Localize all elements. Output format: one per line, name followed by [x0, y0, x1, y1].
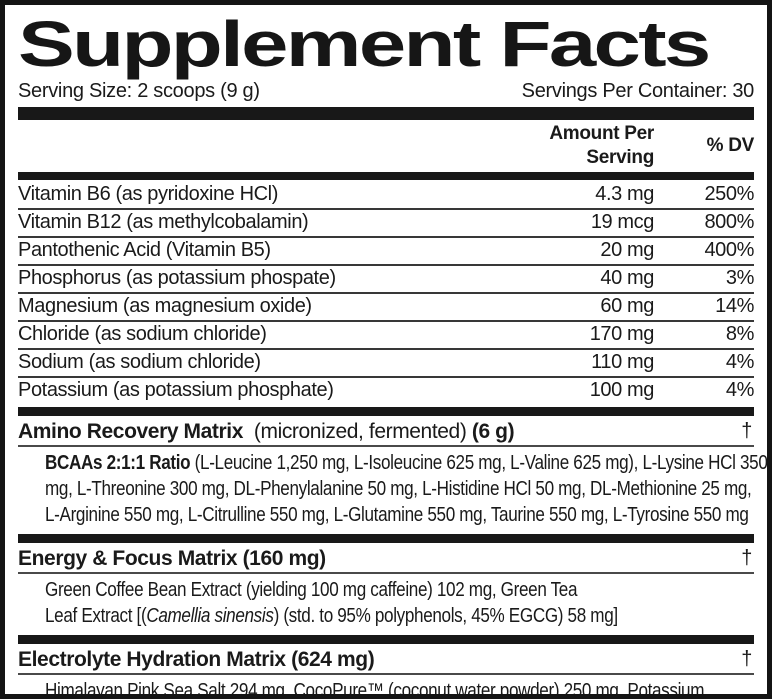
- nutrient-dv: 800%: [704, 211, 754, 233]
- section-body-energy-focus: Green Coffee Bean Extract (yielding 100 …: [18, 577, 754, 632]
- nutrient-name: Magnesium (as magnesium oxide): [18, 295, 312, 317]
- nutrient-dv: 400%: [704, 239, 754, 261]
- nutrient-name: Chloride (as sodium chloride): [18, 323, 267, 345]
- nutrient-amount: 100 mg: [589, 379, 655, 401]
- ingredient-line: BCAAs 2:1:1 Ratio (L-Leucine 1,250 mg, L…: [45, 450, 767, 476]
- nutrient-name: Phosphorus (as potassium phospate): [18, 267, 336, 289]
- divider-thick-top: [18, 107, 754, 120]
- table-column-header: Amount Per Serving % DV: [18, 122, 754, 170]
- amount-per-serving-header: Amount Per Serving: [549, 123, 654, 168]
- nutrient-dv: 4%: [725, 351, 755, 373]
- section-title-weight: (6 g): [471, 420, 515, 443]
- dagger-symbol: †: [741, 648, 752, 670]
- nutrient-dv: 4%: [725, 379, 755, 401]
- divider-thin: [18, 445, 754, 447]
- nutrient-name: Vitamin B12 (as methylcobalamin): [18, 211, 309, 233]
- divider-thin: [18, 673, 754, 675]
- section-title: Amino Recovery Matrix (micronized, ferme…: [18, 419, 515, 444]
- ingredient-lead-bold: BCAAs 2:1:1 Ratio: [45, 452, 191, 474]
- nutrient-dv: 8%: [725, 323, 755, 345]
- section-body-electrolyte-hydration: Himalayan Pink Sea Salt 294 mg, CocoPure…: [18, 678, 754, 699]
- section-header-electrolyte-hydration: Electrolyte Hydration Matrix (624 mg) †: [18, 646, 754, 673]
- table-row: Magnesium (as magnesium oxide) 60 mg 14%: [18, 294, 754, 322]
- ingredient-text: (L-Leucine 1,250 mg, L-Isoleucine 625 mg…: [190, 452, 768, 474]
- table-row: Potassium (as potassium phosphate) 100 m…: [18, 378, 754, 404]
- page-title: Supplement Facts: [18, 8, 711, 80]
- nutrient-name: Potassium (as potassium phosphate): [18, 379, 334, 401]
- nutrient-amount: 40 mg: [600, 267, 654, 289]
- nutrient-name: Pantothenic Acid (Vitamin B5): [18, 239, 271, 261]
- nutrient-amount: 170 mg: [589, 323, 655, 345]
- nutrient-dv: 3%: [725, 267, 755, 289]
- nutrient-dv: 250%: [704, 183, 754, 205]
- section-body-amino-recovery: BCAAs 2:1:1 Ratio (L-Leucine 1,250 mg, L…: [18, 450, 767, 531]
- serving-info-row: Serving Size: 2 scoops (9 g) Servings Pe…: [18, 79, 754, 103]
- percent-dv-header: % DV: [706, 135, 755, 156]
- nutrient-amount: 110 mg: [591, 351, 654, 373]
- section-header-amino-recovery: Amino Recovery Matrix (micronized, ferme…: [18, 418, 754, 445]
- divider-section: [18, 407, 754, 416]
- divider-thin: [18, 572, 754, 574]
- divider-section: [18, 635, 754, 644]
- table-row: Sodium (as sodium chloride) 110 mg 4%: [18, 350, 754, 378]
- section-title-bold: Amino Recovery Matrix: [18, 420, 244, 443]
- nutrient-amount: 19 mcg: [590, 211, 655, 233]
- ingredient-line: L-Arginine 550 mg, L-Citrulline 550 mg, …: [45, 504, 749, 526]
- nutrient-name: Sodium (as sodium chloride): [18, 351, 261, 373]
- table-row: Vitamin B6 (as pyridoxine HCl) 4.3 mg 25…: [18, 182, 754, 210]
- ingredient-line: Himalayan Pink Sea Salt 294 mg, CocoPure…: [45, 680, 705, 699]
- section-title-bold: Energy & Focus Matrix (160 mg): [18, 547, 326, 570]
- table-row: Pantothenic Acid (Vitamin B5) 20 mg 400%: [18, 238, 754, 266]
- ingredient-line: Leaf Extract [(Camellia sinensis) (std. …: [45, 603, 651, 629]
- ingredient-text: ) (std. to 95% polyphenols, 45% EGCG) 58…: [273, 605, 619, 627]
- section-header-energy-focus: Energy & Focus Matrix (160 mg) †: [18, 545, 754, 572]
- section-title-bold: Electrolyte Hydration Matrix (624 mg): [18, 648, 375, 671]
- ingredient-line: Green Coffee Bean Extract (yielding 100 …: [45, 579, 578, 601]
- ingredient-text: Leaf Extract [(: [45, 605, 147, 627]
- divider-under-header: [18, 172, 754, 180]
- servings-per-container-text: Servings Per Container: 30: [521, 80, 755, 102]
- section-title-normal: (micronized, fermented): [243, 420, 472, 443]
- dagger-symbol: †: [741, 547, 752, 569]
- nutrient-amount: 4.3 mg: [595, 183, 654, 205]
- ingredient-latin-name: Camellia sinensis: [146, 605, 274, 627]
- nutrient-amount: 20 mg: [600, 239, 654, 261]
- nutrient-name: Vitamin B6 (as pyridoxine HCl): [18, 183, 278, 205]
- section-title: Electrolyte Hydration Matrix (624 mg): [18, 647, 375, 672]
- nutrient-table: Vitamin B6 (as pyridoxine HCl) 4.3 mg 25…: [18, 182, 754, 404]
- section-title: Energy & Focus Matrix (160 mg): [18, 546, 326, 571]
- ingredient-line: mg, L-Threonine 300 mg, DL-Phenylalanine…: [45, 478, 752, 500]
- dagger-symbol: †: [741, 420, 752, 442]
- table-row: Vitamin B12 (as methylcobalamin) 19 mcg …: [18, 210, 754, 238]
- nutrient-amount: 60 mg: [600, 295, 654, 317]
- nutrient-dv: 14%: [715, 295, 754, 317]
- serving-size-text: Serving Size: 2 scoops (9 g): [18, 80, 260, 102]
- table-row: Chloride (as sodium chloride) 170 mg 8%: [18, 322, 754, 350]
- divider-section: [18, 534, 754, 543]
- table-row: Phosphorus (as potassium phospate) 40 mg…: [18, 266, 754, 294]
